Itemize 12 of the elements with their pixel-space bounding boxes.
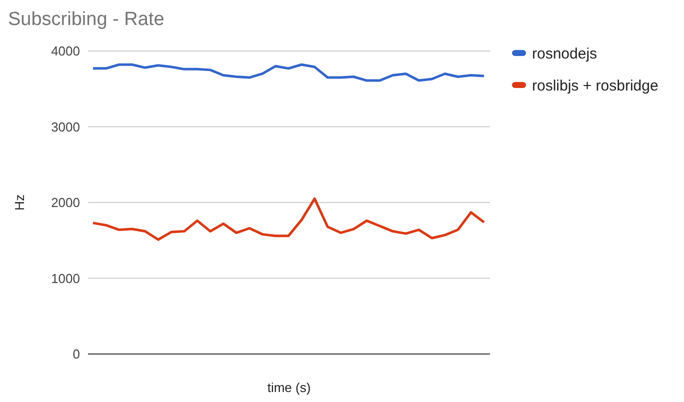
x-axis-title: time (s) <box>267 380 311 395</box>
y-tick-label: 0 <box>72 346 80 362</box>
chart-title: Subscribing - Rate <box>8 9 164 30</box>
y-axis-title: Hz <box>12 194 27 210</box>
line-series <box>92 63 486 82</box>
y-tick-label: 2000 <box>51 195 80 210</box>
y-tick-label: 3000 <box>51 119 80 134</box>
y-tick-label: 4000 <box>51 44 80 59</box>
legend-label: rosnodejs <box>532 45 598 62</box>
legend-label: roslibjs + rosbridge <box>532 77 658 94</box>
line-series <box>92 197 486 241</box>
y-tick-label: 1000 <box>51 270 80 286</box>
